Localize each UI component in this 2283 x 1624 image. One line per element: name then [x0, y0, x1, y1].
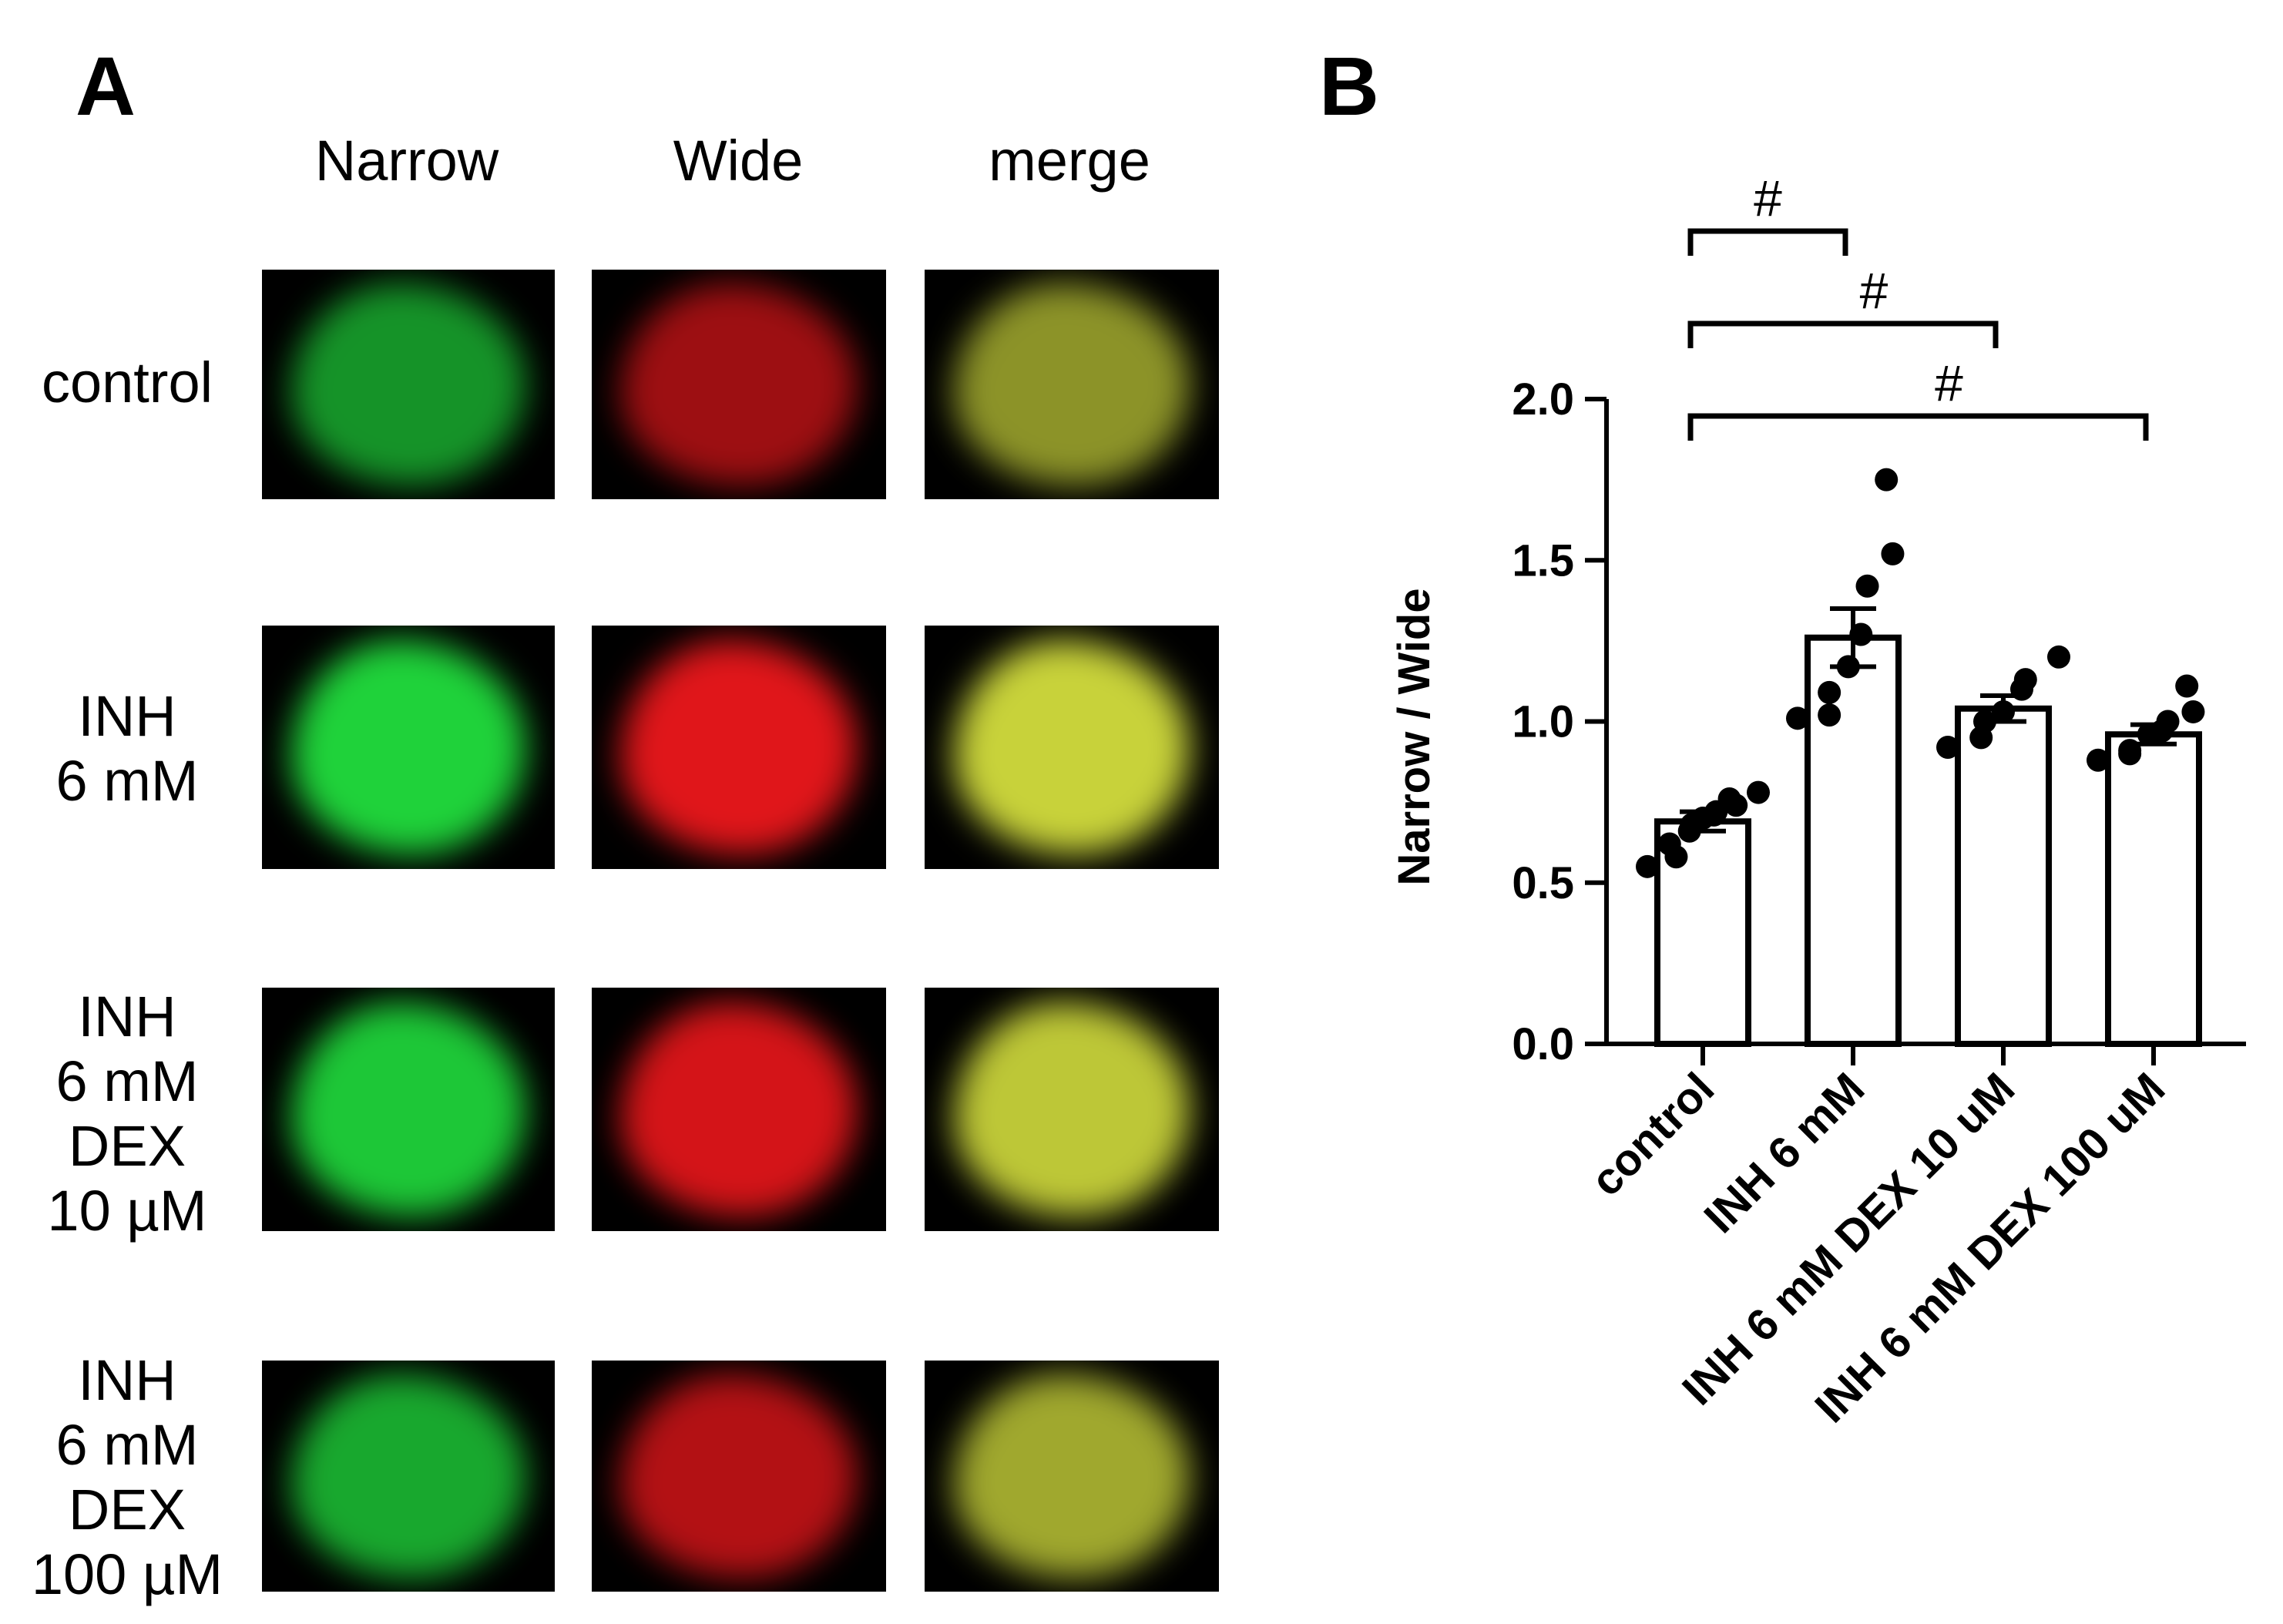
data-point [1636, 854, 1659, 878]
y-axis-label: Narrow / Wide [1389, 588, 1439, 885]
cell-fluorescence [621, 1374, 857, 1578]
data-point [1717, 787, 1741, 810]
significance-bracket [1687, 228, 1848, 256]
micrograph-merge-row-3 [925, 988, 1219, 1231]
cell-fluorescence [291, 1002, 525, 1217]
row-label-inh-dex-100: INH 6 mM DEX 100 µM [31, 1348, 223, 1606]
significance-label: # [1754, 169, 1782, 226]
micrograph-merge-row-2 [925, 626, 1219, 869]
y-tick-label: 0.0 [1512, 1019, 1574, 1069]
data-point [2181, 700, 2205, 723]
cell-fluorescence [291, 1374, 525, 1578]
cell-fluorescence [291, 639, 525, 855]
row-label-control: control [41, 351, 213, 414]
y-tick-label: 1.5 [1512, 535, 1574, 586]
data-point [2175, 674, 2199, 698]
micrograph-narrow-row-4 [262, 1361, 555, 1592]
data-point [1936, 735, 1959, 759]
row-label-inh-6mm: INH 6 mM [55, 684, 199, 813]
micrograph-narrow-row-1 [262, 270, 555, 499]
y-tick-label: 1.0 [1512, 697, 1574, 747]
micrograph-merge-row-4 [925, 1361, 1219, 1592]
data-point [2047, 645, 2070, 669]
micrograph-wide-row-3 [592, 988, 886, 1231]
column-header-narrow: Narrow [314, 129, 499, 193]
y-tick-label: 0.5 [1512, 858, 1574, 908]
column-header-merge: merge [989, 129, 1150, 193]
significance-bracket [1687, 320, 1999, 348]
micrograph-wide-row-4 [592, 1361, 886, 1592]
row-label-inh-dex-10: INH 6 mM DEX 10 µM [47, 985, 207, 1243]
significance-label: # [1860, 262, 1889, 319]
cell-fluorescence [621, 639, 857, 855]
cell-fluorescence [621, 1002, 857, 1217]
bar [2105, 731, 2202, 1047]
data-point [1875, 468, 1899, 492]
data-point [1818, 680, 1842, 704]
micrograph-wide-row-2 [592, 626, 886, 869]
data-point [2013, 668, 2037, 692]
data-point [1786, 706, 1809, 730]
cell-fluorescence [291, 283, 525, 486]
data-point [1747, 780, 1770, 804]
micrograph-narrow-row-3 [262, 988, 555, 1231]
data-point [1855, 574, 1879, 598]
column-header-wide: Wide [673, 129, 804, 193]
cell-fluorescence [954, 283, 1190, 486]
bar [1955, 705, 2052, 1047]
x-tick-label: control [1581, 1063, 1724, 1206]
data-point [2156, 710, 2180, 733]
cell-fluorescence [954, 639, 1190, 855]
significance-bracket [1687, 413, 2149, 441]
y-tick-label: 2.0 [1512, 374, 1574, 424]
data-point [1657, 832, 1681, 856]
data-point [1818, 703, 1842, 727]
cell-fluorescence [621, 283, 857, 486]
panel-a-letter: A [76, 39, 136, 133]
micrograph-wide-row-1 [592, 270, 886, 499]
significance-label: # [1935, 354, 1963, 411]
bar [1805, 634, 1902, 1047]
cell-fluorescence [954, 1002, 1190, 1217]
panel-b-letter: B [1319, 39, 1379, 133]
data-point [2087, 748, 2110, 772]
cell-fluorescence [954, 1374, 1190, 1578]
micrograph-narrow-row-2 [262, 626, 555, 869]
data-point [1881, 542, 1905, 565]
micrograph-merge-row-1 [925, 270, 1219, 499]
